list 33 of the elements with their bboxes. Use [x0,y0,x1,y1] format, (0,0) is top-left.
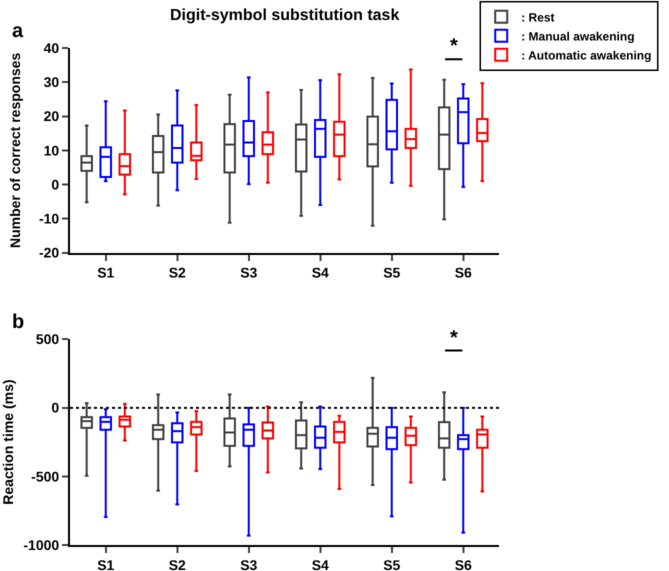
y-tick-label: -500 [31,468,60,484]
annotation: * [450,35,458,57]
y-tick-label: 20 [44,108,60,124]
text: a [12,20,24,42]
legend-label: : Manual awakening [521,29,635,44]
y-tick-label: 30 [44,74,60,90]
legend-label: : Automatic awakening [521,48,652,62]
text: b [12,311,24,333]
x-tick-label: S1 [97,264,115,281]
x-tick-label: S2 [168,264,186,281]
y-axis-title: Number of correct responses [7,52,24,248]
y-tick-label: 0 [51,176,60,192]
x-tick-label: S5 [383,264,401,281]
x-tick-label: S6 [454,264,472,281]
x-tick-label: S6 [454,556,472,571]
y-axis-title: Reaction time (ms) [0,379,16,505]
y-tick-label: 10 [44,142,60,158]
x-tick-label: S4 [312,264,330,281]
y-tick-label: -20 [38,244,60,261]
x-tick-label: S1 [97,556,115,571]
legend-label: : Rest [521,10,555,24]
x-tick-label: S4 [312,556,330,571]
annotation: * [450,327,458,349]
x-tick-label: S5 [383,556,401,571]
chart-title: Digit-symbol substitution task [170,7,400,24]
y-tick-label: 0 [51,400,60,416]
x-tick-label: S3 [240,264,258,281]
x-tick-label: S2 [168,556,186,571]
x-tick-label: S3 [240,556,258,571]
y-tick-label: -1000 [23,536,60,553]
y-tick-label: 40 [44,40,60,56]
y-tick-label: 500 [36,331,60,348]
y-tick-label: -10 [38,210,60,227]
